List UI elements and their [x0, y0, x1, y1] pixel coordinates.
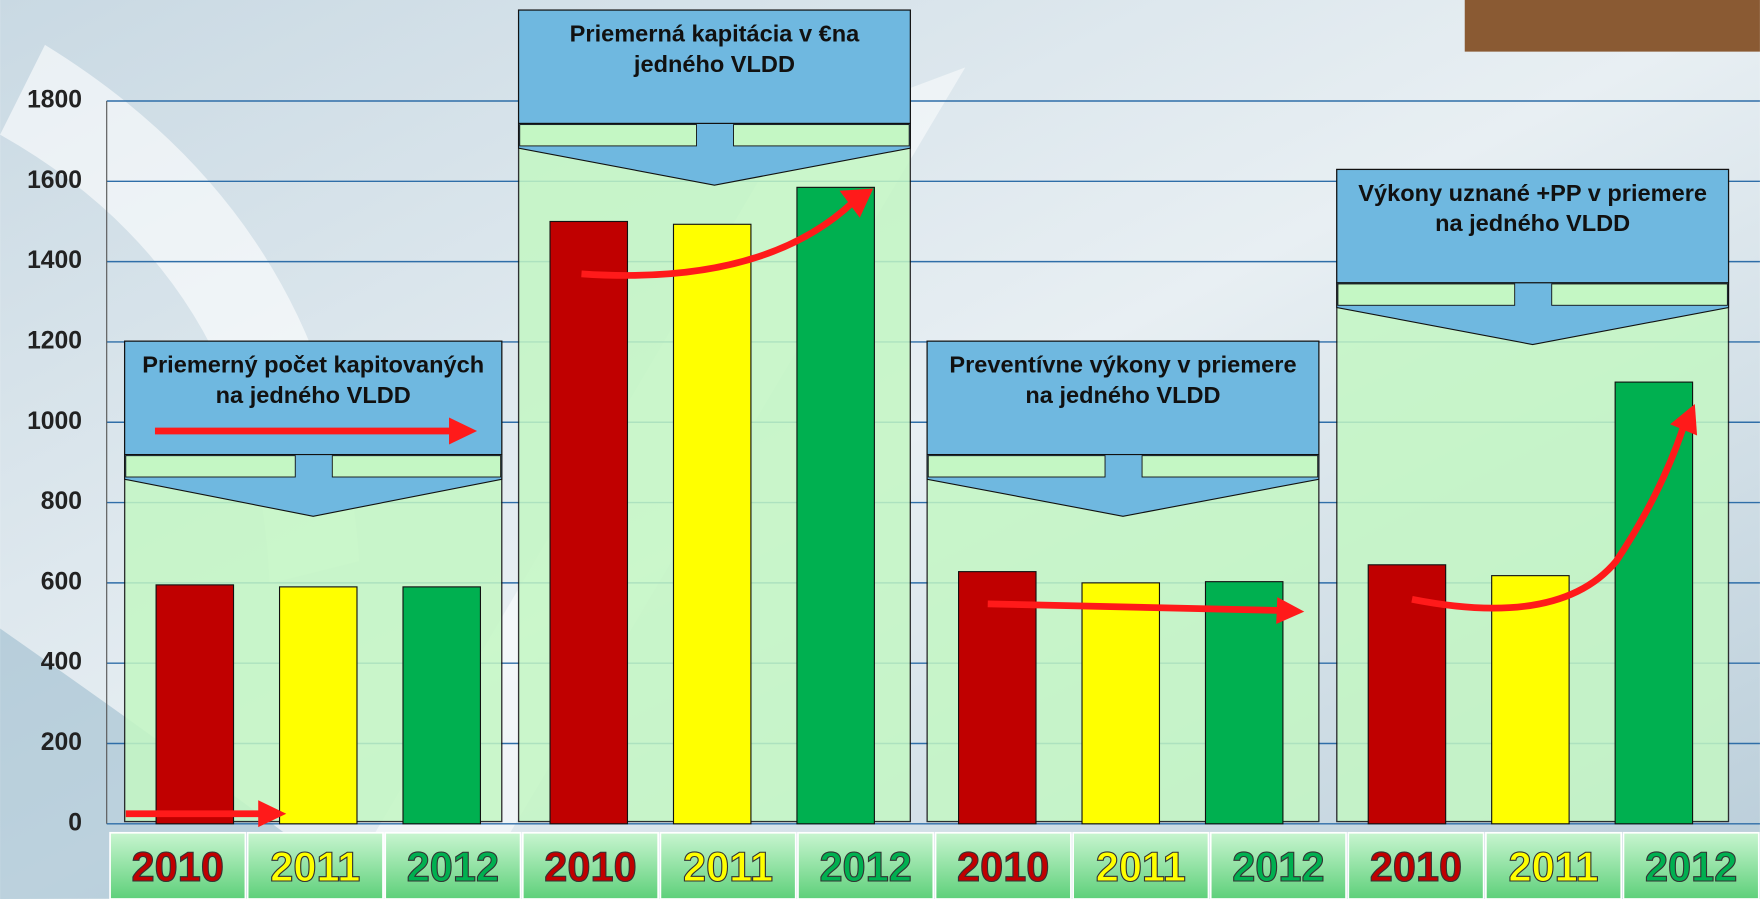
year-label: 2011	[683, 843, 773, 890]
callout-notch	[1551, 283, 1728, 306]
callout-text: Preventívne výkony v priemere na jedného…	[949, 352, 1297, 409]
arrow	[581, 199, 856, 279]
callout-label: Priemerný počet kapitovaných na jedného …	[142, 352, 485, 409]
bar	[1491, 575, 1570, 825]
year-cell	[659, 831, 797, 899]
callout-notch	[927, 455, 1106, 478]
year-label: 2012	[407, 843, 499, 890]
year-cell	[934, 831, 1072, 899]
year-cell	[384, 831, 522, 899]
callout-text: Priemerný počet kapitovaných na jedného …	[142, 352, 485, 409]
y-tick-label: 1000	[27, 408, 82, 435]
year-label: 2010	[1370, 843, 1462, 890]
callout-notch	[331, 455, 502, 478]
y-tick-label: 1600	[27, 167, 82, 194]
bar	[1367, 564, 1447, 825]
bar	[402, 586, 482, 825]
year-cell	[797, 831, 935, 899]
arrow	[987, 600, 1286, 614]
photo	[1464, 0, 1760, 52]
bar	[958, 571, 1037, 825]
arrow-head	[449, 417, 478, 445]
callout-box	[518, 9, 911, 125]
bar	[672, 223, 752, 825]
year-label: 2012	[1645, 843, 1737, 890]
callout-box	[124, 340, 503, 456]
arrow-head	[1276, 597, 1305, 625]
bar	[155, 584, 235, 825]
year-cell	[109, 831, 247, 899]
bar	[1204, 581, 1284, 825]
callout-label: Výkony uznané +PP v priemere na jedného …	[1358, 180, 1707, 237]
year-label: 2011	[270, 843, 360, 890]
callout-notch	[519, 124, 697, 147]
callout-box	[1336, 168, 1730, 284]
year-label: 2011	[1509, 843, 1599, 890]
year-cell	[1072, 831, 1210, 899]
year-cell	[246, 831, 384, 899]
bar	[1614, 381, 1694, 825]
year-cell	[1347, 831, 1485, 899]
callout-notch	[125, 455, 296, 478]
year-cell	[1209, 831, 1347, 899]
year-label: 2012	[819, 843, 911, 890]
y-tick-label: 1800	[27, 87, 82, 114]
year-label: 2011	[1096, 843, 1186, 890]
arrow	[1411, 425, 1687, 612]
year-label: 2012	[1232, 843, 1324, 890]
y-tick-label: 1400	[27, 247, 82, 274]
year-cell	[1622, 831, 1760, 899]
year-label: 2010	[544, 843, 636, 890]
y-tick-label: 1200	[27, 327, 82, 354]
callout-notch	[1141, 455, 1319, 478]
arrow-head	[839, 188, 874, 218]
year-label: 2010	[957, 843, 1049, 890]
y-tick-label: 200	[41, 729, 82, 756]
y-tick-label: 400	[41, 649, 82, 676]
arrow-head	[1670, 404, 1698, 436]
callout-text: Výkony uznané +PP v priemere na jedného …	[1358, 180, 1707, 237]
y-tick-label: 800	[41, 488, 82, 515]
callout-label: Priemerná kapitácia v €na jedného VLDD	[569, 21, 860, 78]
bar	[1081, 582, 1161, 825]
y-tick-label: 600	[41, 568, 82, 595]
bar	[278, 586, 358, 825]
year-cell	[521, 831, 659, 899]
y-tick-label: 0	[68, 809, 82, 836]
bar	[796, 186, 875, 825]
callout-text: Priemerná kapitácia v €na jedného VLDD	[569, 21, 860, 78]
arrow-head	[258, 800, 287, 828]
bar	[549, 220, 629, 825]
year-label: 2010	[132, 843, 224, 890]
callout-label: Preventívne výkony v priemere na jedného…	[949, 352, 1297, 409]
callout-notch	[733, 124, 910, 147]
year-cell	[1485, 831, 1623, 899]
callout-notch	[1337, 283, 1516, 306]
